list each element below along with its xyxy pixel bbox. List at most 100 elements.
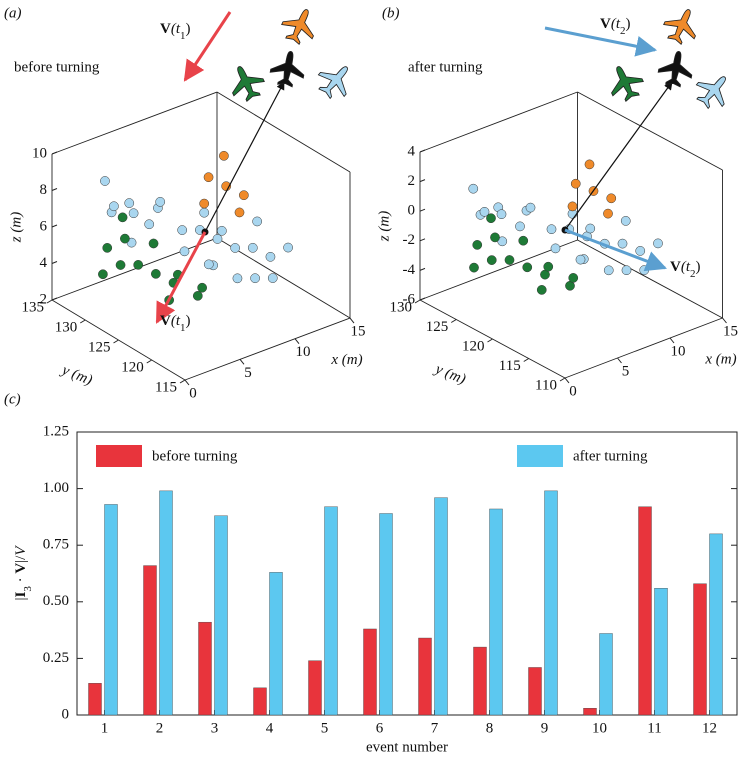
x-tick-label: 15 [351,323,366,339]
data-point [603,265,614,276]
y-tick-label: 1.00 [43,480,69,496]
bar [709,533,723,716]
x-axis-label: x (m) [330,352,362,368]
data-point [144,219,155,230]
vector-label-part: V [160,313,171,329]
bar [418,637,432,716]
box-edge [419,91,578,153]
legend-label: after turning [573,448,648,464]
vector-label-part: ) [626,16,631,32]
z-tick [419,208,426,212]
y-axis-label-part: I [13,592,29,598]
data-point [550,243,561,254]
x-axis [184,317,351,381]
plane-shape [663,9,696,45]
z-tick-label: 2 [40,291,48,307]
data-point [100,176,110,186]
data-point [490,232,500,243]
vector-label-part: 1 [180,30,186,42]
vector-label-part: 1 [180,322,186,334]
plane-shape [269,51,305,88]
data-point [234,207,245,218]
data-point [102,243,113,253]
panel-note: before turning [14,59,100,75]
x-tick-label: 2 [156,720,164,736]
y-tick-label: 130 [55,319,78,335]
bar [308,660,322,716]
z-tick [419,238,426,242]
plane-shape [611,66,644,102]
x-tick-label: 5 [622,363,630,379]
plot-frame [76,431,738,716]
x-tick-label: 10 [671,343,686,359]
data-point [212,234,223,244]
data-point [151,269,161,279]
x-tick-label: 0 [569,383,577,399]
data-point [603,208,613,219]
plane-icon [663,9,696,45]
data-point [203,259,214,270]
bar [489,508,503,716]
data-point [232,273,243,284]
y-axis-label-part: V [13,545,29,556]
y-tick [450,319,457,323]
y-tick-label: 120 [462,338,485,354]
bar [434,497,448,716]
x-tick [294,338,300,345]
x-tick-label: 12 [702,720,717,736]
y-axis-label-part: | [13,598,29,601]
z-tick-label: 4 [408,143,416,159]
box-edge [51,237,218,301]
bar [159,490,173,716]
vector-label-part: (t [171,313,181,329]
x-tick [722,317,727,324]
y-tick-label: 125 [88,339,111,355]
bar [379,513,393,716]
z-tick-label: -2 [403,232,416,248]
z-tick [419,179,426,183]
vector-label-part: ) [186,313,191,329]
data-point [177,225,188,235]
velocity-arrow [183,11,232,82]
data-point [250,273,260,284]
data-point [267,273,278,283]
data-point [570,178,581,189]
vector-label: V(t1) [160,313,191,333]
x-tick [349,317,355,324]
y-axis-label-part: V [13,563,29,574]
y-tick [487,338,493,343]
x-tick-label: 5 [244,365,252,381]
x-tick-label: 10 [296,344,311,360]
x-axis-label: event number [366,739,448,755]
y-tick-label: 0.25 [43,650,69,666]
data-point [179,246,190,257]
data-point [522,262,533,273]
data-point [120,233,130,244]
x-tick-label: 1 [101,720,109,736]
y-tick [146,359,153,364]
y-tick [414,299,421,304]
vector-label-part: V [600,16,611,32]
z-tick [51,297,58,301]
data-point [585,223,596,234]
z-tick [51,188,58,191]
data-point [486,213,496,224]
bar [324,506,338,716]
x-tick-label: 3 [211,720,219,736]
vector-label-part: (t [611,16,621,32]
panel-label: (b) [382,5,400,21]
data-point [621,265,632,276]
x-tick-label: 11 [647,720,661,736]
z-tick [419,297,426,301]
legend-label: before turning [152,448,238,464]
panel-label: (a) [4,5,22,21]
velocity-arrow [564,228,667,272]
data-point [217,225,227,236]
bar [363,628,377,716]
data-point [469,262,479,273]
y-tick-label: 0 [62,706,70,722]
y-tick [523,358,530,362]
data-point [567,201,578,212]
z-tick-label: 4 [40,255,48,271]
data-point [620,216,631,226]
